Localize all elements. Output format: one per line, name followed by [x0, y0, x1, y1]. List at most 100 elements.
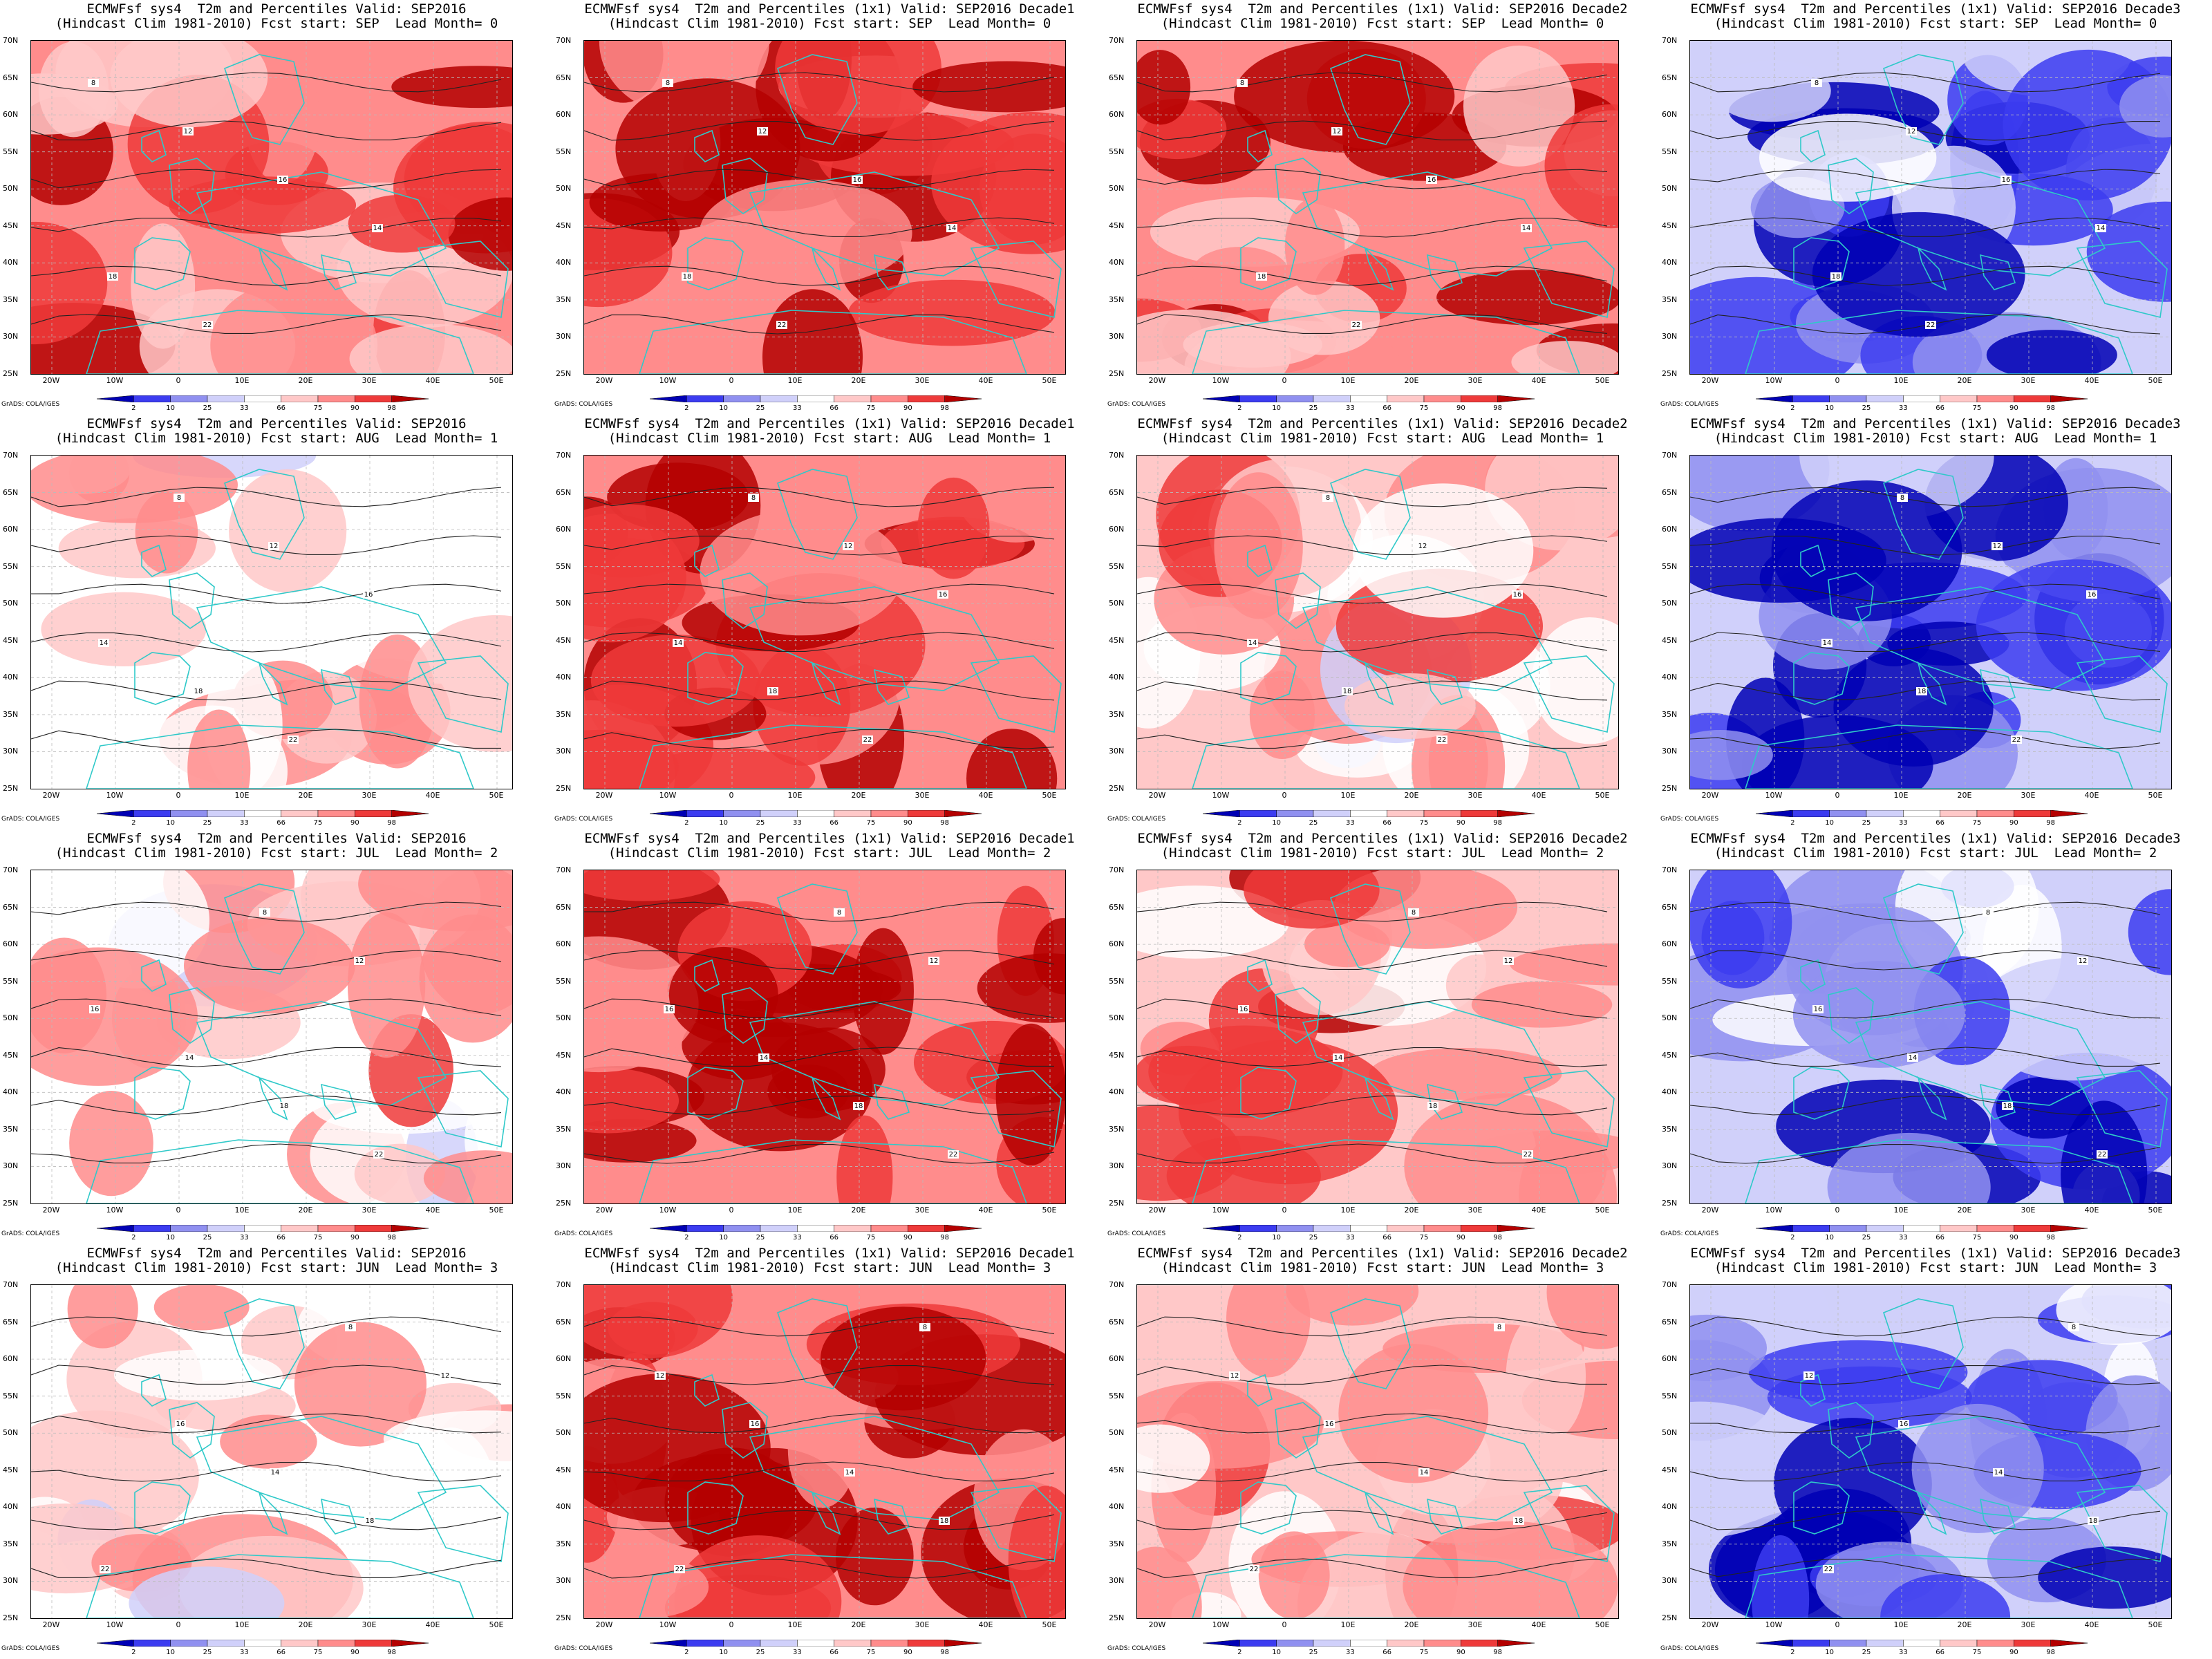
isotherm-contour — [584, 901, 1055, 922]
colorbar-tick-label: 98 — [940, 819, 950, 827]
panel-title: ECMWFsf sys4 T2m and Percentiles (1x1) V… — [553, 2, 1106, 31]
latitude-label: 50N — [556, 184, 572, 194]
contour-label: 12 — [1803, 1371, 1815, 1380]
colorbar-tick-label: 33 — [1898, 404, 1908, 412]
isotherm-contour — [31, 217, 502, 238]
latitude-label: 70N — [1109, 36, 1125, 45]
panel-title-line2: (Hindcast Clim 1981-2010) Fcst start: SE… — [608, 16, 1051, 31]
contour-label: 22 — [1823, 1565, 1834, 1573]
contour-label: 12 — [182, 127, 194, 135]
longitude-label: 0 — [1835, 376, 1840, 385]
grads-credit: GrADS: COLA/IGES — [1107, 401, 1166, 408]
latitude-label: 25N — [1109, 369, 1125, 378]
anomaly-region — [2056, 1285, 2171, 1346]
anomaly-region — [220, 1414, 317, 1469]
contour-label: 22 — [1351, 321, 1362, 329]
isotherm-contour — [584, 680, 1055, 701]
colorbar-swatch — [650, 1225, 687, 1232]
isotherm-contour — [1137, 901, 1608, 922]
colorbar-tick-label: 25 — [1309, 1234, 1318, 1241]
latitude-label: 65N — [1109, 1317, 1125, 1327]
contour-label: 18 — [1916, 687, 1927, 695]
coastline — [1240, 1067, 1297, 1120]
anomaly-region — [1463, 45, 1575, 167]
anomaly-region — [69, 1091, 153, 1197]
colorbar-swatch — [723, 1640, 761, 1647]
latitude-label: 70N — [3, 1280, 19, 1289]
latitude-label: 40N — [1109, 258, 1125, 268]
anomaly-region — [1214, 472, 1303, 619]
longitude-label: 20E — [1957, 376, 1972, 385]
anomaly-region — [584, 504, 700, 578]
coastline — [1980, 1083, 2016, 1120]
latitude-label: 45N — [556, 221, 572, 230]
percentile-map: 8 12 16 14 18 22 — [584, 41, 1065, 374]
latitude-label: 65N — [556, 1317, 572, 1327]
longitude-label: 0 — [1282, 1206, 1287, 1215]
colorbar-swatch — [1940, 395, 1978, 402]
isotherm-contour — [1690, 950, 2161, 971]
svg-text:12: 12 — [930, 957, 939, 965]
colorbar-tick-label: 2 — [1237, 819, 1242, 827]
svg-text:22: 22 — [1250, 1566, 1259, 1573]
map-area: 8 12 16 14 18 22 — [1689, 40, 2172, 375]
longitude-label: 10W — [1212, 1206, 1230, 1215]
longitude-label: 0 — [176, 1620, 181, 1629]
isotherm-contour — [1690, 1461, 2161, 1482]
contour-label: 14 — [946, 224, 957, 232]
svg-text:14: 14 — [1994, 1469, 2003, 1477]
colorbar-tick-label: 90 — [903, 1234, 912, 1241]
svg-text:8: 8 — [1326, 494, 1330, 502]
colorbar-swatch — [391, 1640, 429, 1647]
isotherm-contour — [584, 1047, 1055, 1067]
latitude-label: 45N — [3, 221, 19, 230]
svg-text:18: 18 — [683, 273, 692, 281]
isotherm-contour — [31, 1095, 502, 1116]
colorbar-tick-label: 25 — [203, 819, 212, 827]
coastline — [1523, 1070, 1615, 1147]
isotherm-contour — [31, 998, 502, 1019]
anomaly-region — [1911, 1403, 2044, 1533]
latitude-label: 45N — [1109, 635, 1125, 645]
longitude-label: 10W — [106, 1620, 124, 1629]
colorbar-swatch — [355, 810, 392, 817]
anomaly-region — [1234, 41, 1455, 153]
colorbar-swatch — [391, 810, 429, 817]
panel-title-line2: (Hindcast Clim 1981-2010) Fcst start: JU… — [1714, 845, 2157, 861]
colorbar-swatch — [760, 810, 798, 817]
latitude-label: 25N — [1662, 784, 1678, 793]
anomaly-region — [584, 1374, 771, 1523]
coastline — [1302, 171, 1553, 276]
panel-title: ECMWFsf sys4 T2m and Percentiles (1x1) V… — [1659, 1246, 2212, 1275]
colorbar-swatch — [133, 395, 171, 402]
colorbar-swatch — [97, 810, 134, 817]
svg-text:8: 8 — [751, 494, 756, 502]
longitude-label: 50E — [1042, 791, 1057, 800]
isotherm-contour — [1690, 120, 2161, 141]
anomaly-region — [1546, 1285, 1618, 1349]
coastline — [687, 1481, 744, 1535]
contour-label: 8 — [88, 79, 99, 87]
latitude-label: 30N — [556, 1576, 572, 1586]
colorbar-tick-label: 2 — [1790, 1649, 1795, 1656]
map-area: 8 12 16 14 18 22 — [583, 40, 1066, 375]
colorbar-tick-label: 10 — [1825, 404, 1835, 412]
colorbar-swatch — [834, 1640, 872, 1647]
coastline — [2076, 655, 2168, 733]
colorbar-tick-label: 66 — [276, 819, 286, 827]
latitude-label: 65N — [556, 902, 572, 912]
colorbar-tick-label: 75 — [1972, 1234, 1982, 1241]
svg-text:16: 16 — [665, 1006, 674, 1013]
isotherm-contour — [1137, 535, 1608, 555]
percentile-colorbar — [97, 1225, 429, 1232]
longitude-label: 30E — [915, 791, 930, 800]
coastline — [1828, 158, 1874, 214]
longitude-label: 10W — [1765, 791, 1783, 800]
colorbar-swatch — [908, 1225, 945, 1232]
coastline — [224, 1298, 305, 1389]
colorbar-tick-label: 2 — [131, 1234, 136, 1241]
latitude-label: 55N — [556, 561, 572, 571]
coastline — [1855, 1416, 2106, 1521]
colorbar-swatch — [834, 395, 872, 402]
colorbar-tick-label: 25 — [203, 404, 212, 412]
